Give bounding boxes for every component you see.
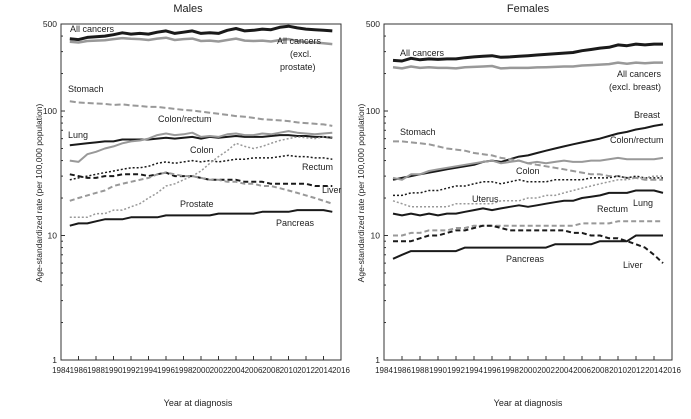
series-line-colon-rectum: [69, 130, 333, 163]
y-tick-label: 100: [366, 106, 380, 116]
x-tick-label: 2006: [573, 366, 591, 375]
series-line-pancreas: [392, 234, 663, 260]
x-tick-label: 1984: [52, 366, 70, 375]
x-tick-label: 2008: [591, 366, 609, 375]
x-tick-label: 2010: [609, 366, 627, 375]
series-line-rectum: [393, 220, 663, 237]
x-tick-label: 2014: [645, 366, 663, 375]
series-line-colon-rectum: [392, 156, 664, 181]
label-stomach: Stomach: [400, 127, 436, 137]
y-tick-label: 500: [366, 19, 380, 29]
label-lung: Lung: [633, 198, 653, 208]
series-line-liver: [69, 171, 333, 205]
label-all-cancers-excl: All cancers: [617, 69, 662, 79]
x-axis-label-males: Year at diagnosis: [164, 398, 233, 408]
label-colon-rectum: Colon/rectum: [158, 114, 212, 124]
label-pancreas: Pancreas: [276, 218, 315, 228]
x-tick-label: 1996: [483, 366, 501, 375]
x-tick-label: 2012: [297, 366, 315, 375]
x-tick-label: 1988: [87, 366, 105, 375]
y-tick-label: 100: [43, 106, 57, 116]
label-prostate-paren: prostate): [280, 62, 316, 72]
x-tick-label: 2002: [537, 366, 555, 375]
label-all-cancers: All cancers: [70, 24, 115, 34]
x-tick-label: 2014: [315, 366, 333, 375]
series-line-lung: [69, 134, 333, 147]
x-tick-label: 1994: [140, 366, 158, 375]
label-excl: (excl.: [290, 49, 312, 59]
x-tick-label: 2004: [555, 366, 573, 375]
x-tick-label: 1986: [70, 366, 88, 375]
x-tick-label: 1984: [375, 366, 393, 375]
series-labels-males: All cancers All cancers (excl. prostate)…: [68, 24, 342, 228]
x-axis-label-females: Year at diagnosis: [494, 398, 563, 408]
label-excl-breast: (excl. breast): [609, 82, 661, 92]
panel-title-males: Males: [173, 3, 203, 15]
series-line-liver: [393, 224, 664, 264]
label-colon: Colon: [516, 166, 540, 176]
y-tick-label: 1: [52, 355, 57, 365]
y-axis-label-males: Age-standardized rate (per 100,000 popul…: [34, 104, 44, 283]
x-tick-label: 2006: [245, 366, 263, 375]
label-liver: Liver: [623, 260, 643, 270]
series-line-breast: [392, 123, 664, 181]
series-line-all-cancers-excl-breast-: [392, 61, 663, 70]
label-uterus: Uterus: [472, 194, 499, 204]
x-tick-label: 2004: [227, 366, 245, 375]
x-tick-label: 1988: [411, 366, 429, 375]
plot-area-females: 1 10 100 500 1984 1986 1988 1990 1992 1994 1996 199…: [366, 19, 682, 375]
x-tick-label: 1986: [393, 366, 411, 375]
label-stomach: Stomach: [68, 84, 104, 94]
series-line-stomach: [69, 100, 333, 127]
label-rectum: Rectum: [302, 162, 333, 172]
x-tick-label: 1998: [501, 366, 519, 375]
y-tick-label: 10: [48, 231, 58, 241]
x-tick-label: 2008: [262, 366, 280, 375]
panel-females: Females Age-standardized rate (per 100,0…: [356, 3, 681, 408]
series-line-colon: [393, 175, 663, 197]
label-colon: Colon: [190, 145, 214, 155]
series-line-lung: [392, 189, 664, 217]
x-tick-label: 1992: [447, 366, 465, 375]
x-tick-label: 1994: [465, 366, 483, 375]
y-tick-label: 10: [371, 231, 381, 241]
panel-title-females: Females: [507, 3, 550, 15]
x-tick-label: 1998: [175, 366, 193, 375]
label-all-cancers: All cancers: [400, 48, 445, 58]
series-line-all-cancers: [392, 42, 663, 63]
label-lung: Lung: [68, 130, 88, 140]
label-prostate: Prostate: [180, 199, 214, 209]
x-tick-label: 2016: [332, 366, 350, 375]
x-tick-label: 2002: [210, 366, 228, 375]
series-line-colon: [69, 154, 333, 181]
label-breast: Breast: [634, 110, 661, 120]
y-tick-label: 1: [375, 355, 380, 365]
plot-area-males: 1 10 100 500 1984 1986 1988 1990 1992 1994 1996 199…: [43, 19, 351, 375]
x-tick-label: 2000: [192, 366, 210, 375]
series-line-all-cancers-excl-prostate-: [69, 36, 333, 46]
y-axis-label-females: Age-standardized rate (per 100,000 popul…: [356, 104, 366, 283]
label-all-cancers-excl: All cancers: [277, 36, 322, 46]
y-tick-label: 500: [43, 19, 57, 29]
x-tick-label: 1996: [157, 366, 175, 375]
x-tick-label: 2012: [627, 366, 645, 375]
series-line-rectum: [69, 171, 333, 187]
label-pancreas: Pancreas: [506, 254, 545, 264]
series-labels-females: All cancers All cancers (excl. breast) B…: [400, 48, 664, 270]
label-liver: Liver: [322, 185, 342, 195]
x-tick-label: 1990: [105, 366, 123, 375]
series-line-all-cancers: [69, 24, 333, 42]
x-tick-label: 2010: [280, 366, 298, 375]
label-rectum: Rectum: [597, 204, 628, 214]
series-line-pancreas: [69, 209, 333, 227]
panel-males: Males Age-standardized rate (per 100,000…: [34, 3, 350, 408]
x-tick-label: 1992: [122, 366, 140, 375]
x-tick-label: 2000: [519, 366, 537, 375]
series-line-prostate: [69, 136, 333, 219]
x-tick-label: 2016: [663, 366, 681, 375]
label-colon-rectum: Colon/rectum: [610, 135, 664, 145]
series-line-uterus: [392, 175, 663, 208]
x-tick-label: 1990: [429, 366, 447, 375]
